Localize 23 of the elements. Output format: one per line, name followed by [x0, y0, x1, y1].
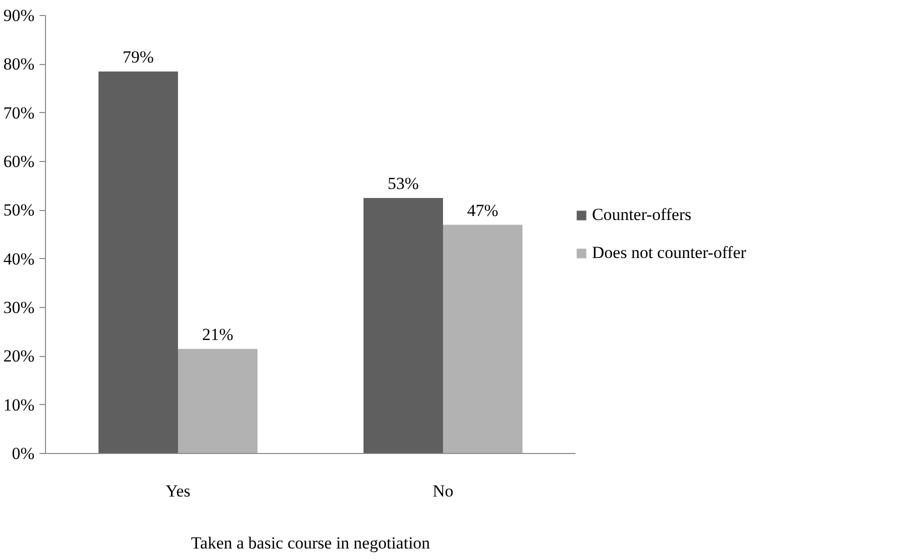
y-tick-label: 80% [3, 54, 35, 74]
y-tick-label: 70% [3, 103, 35, 122]
bar [98, 71, 178, 454]
y-tick-label: 30% [3, 298, 35, 317]
bar [178, 348, 258, 454]
y-tick-label: 60% [3, 152, 35, 171]
y-tick-label: 10% [3, 395, 35, 414]
x-axis-title: Taken a basic course in negotiation [190, 534, 431, 552]
data-label: 53% [388, 174, 419, 193]
bar [364, 198, 443, 454]
legend-label: Does not counter-offer [592, 243, 746, 263]
bar [443, 224, 522, 454]
y-tick-label: 90% [3, 6, 35, 25]
data-label: 47% [467, 200, 498, 220]
y-tick-label: 0% [12, 444, 35, 463]
y-tick-label: 50% [3, 200, 35, 220]
data-label: 79% [122, 47, 154, 66]
y-tick-label: 40% [3, 249, 35, 268]
x-tick-label: Yes [166, 482, 190, 500]
data-label: 21% [202, 324, 234, 344]
x-tick-label: No [432, 482, 454, 500]
legend-label: Counter-offers [592, 205, 692, 225]
y-tick-label: 20% [3, 346, 35, 366]
